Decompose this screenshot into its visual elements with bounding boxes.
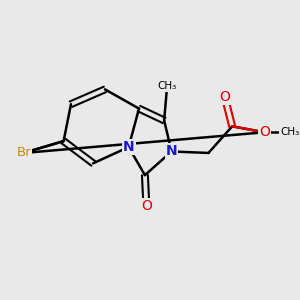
Text: O: O bbox=[259, 125, 270, 139]
Text: N: N bbox=[166, 145, 177, 158]
Text: CH₃: CH₃ bbox=[280, 127, 299, 137]
Text: CH₃: CH₃ bbox=[158, 81, 177, 92]
Text: Br: Br bbox=[16, 146, 31, 160]
Text: N: N bbox=[123, 140, 134, 154]
Text: O: O bbox=[141, 199, 152, 213]
Text: O: O bbox=[219, 90, 230, 104]
